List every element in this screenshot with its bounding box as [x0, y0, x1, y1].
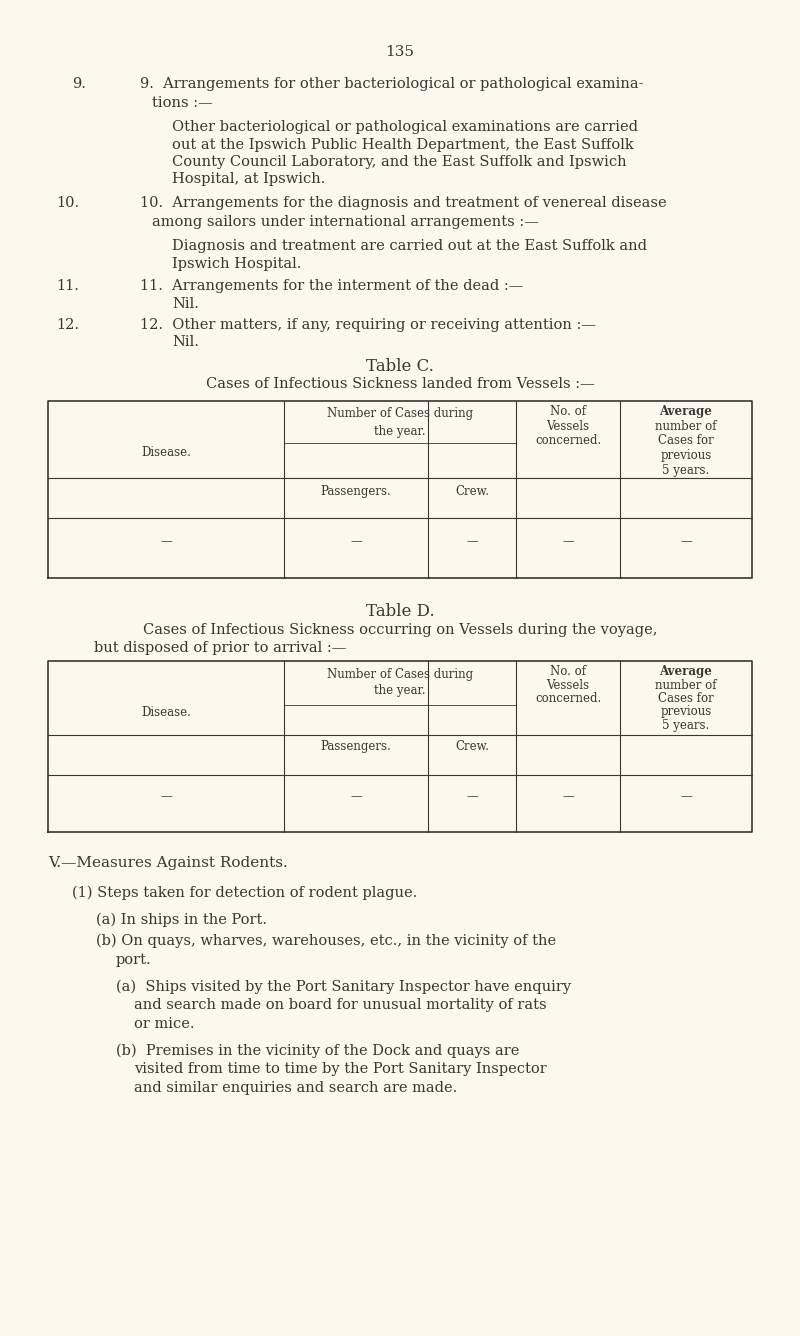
Text: No. of: No. of: [550, 665, 586, 679]
Text: or mice.: or mice.: [134, 1017, 195, 1030]
Text: (a)  Ships visited by the Port Sanitary Inspector have enquiry: (a) Ships visited by the Port Sanitary I…: [116, 979, 571, 994]
Text: —: —: [350, 536, 362, 548]
Text: Crew.: Crew.: [455, 485, 489, 498]
Text: Number of Cases during: Number of Cases during: [327, 668, 473, 681]
Text: concerned.: concerned.: [535, 434, 601, 448]
Text: Nil.: Nil.: [172, 335, 199, 349]
Text: 10.  Arrangements for the diagnosis and treatment of venereal disease: 10. Arrangements for the diagnosis and t…: [140, 196, 666, 210]
Text: concerned.: concerned.: [535, 692, 601, 705]
Text: Disease.: Disease.: [141, 446, 191, 460]
Text: —: —: [562, 536, 574, 548]
Text: the year.: the year.: [374, 425, 426, 438]
Text: out at the Ipswich Public Health Department, the East Suffolk: out at the Ipswich Public Health Departm…: [172, 138, 634, 151]
Text: Crew.: Crew.: [455, 740, 489, 754]
Text: Vessels: Vessels: [546, 420, 590, 433]
Text: Table C.: Table C.: [366, 358, 434, 375]
Text: 5 years.: 5 years.: [662, 464, 710, 477]
Text: previous: previous: [660, 449, 712, 462]
Text: Cases of Infectious Sickness occurring on Vessels during the voyage,: Cases of Infectious Sickness occurring o…: [142, 623, 658, 636]
Text: 10.: 10.: [56, 196, 79, 210]
Text: Cases for: Cases for: [658, 692, 714, 705]
Text: Nil.: Nil.: [172, 297, 199, 310]
Text: —: —: [680, 791, 692, 803]
Text: Cases of Infectious Sickness landed from Vessels :—: Cases of Infectious Sickness landed from…: [206, 377, 594, 390]
Text: port.: port.: [116, 953, 152, 966]
Text: Average: Average: [659, 665, 713, 679]
Text: —: —: [160, 791, 172, 803]
Text: —: —: [350, 791, 362, 803]
Text: number of: number of: [655, 420, 717, 433]
Text: but disposed of prior to arrival :—: but disposed of prior to arrival :—: [94, 641, 346, 655]
Text: —: —: [466, 791, 478, 803]
Text: and search made on board for unusual mortality of rats: and search made on board for unusual mor…: [134, 998, 547, 1011]
Text: 11.: 11.: [56, 279, 79, 293]
Text: Passengers.: Passengers.: [321, 740, 391, 754]
Text: 9.: 9.: [72, 77, 86, 91]
Text: number of: number of: [655, 679, 717, 692]
Text: —: —: [680, 536, 692, 548]
Text: 9.  Arrangements for other bacteriological or pathological examina-: 9. Arrangements for other bacteriologica…: [140, 77, 643, 91]
Text: (1) Steps taken for detection of rodent plague.: (1) Steps taken for detection of rodent …: [72, 886, 418, 900]
Text: 5 years.: 5 years.: [662, 719, 710, 732]
Text: Other bacteriological or pathological examinations are carried: Other bacteriological or pathological ex…: [172, 120, 638, 134]
Text: V.—Measures Against Rodents.: V.—Measures Against Rodents.: [48, 856, 288, 870]
Text: previous: previous: [660, 705, 712, 719]
Text: 12.  Other matters, if any, requiring or receiving attention :—: 12. Other matters, if any, requiring or …: [140, 318, 596, 331]
Text: —: —: [160, 536, 172, 548]
Text: Passengers.: Passengers.: [321, 485, 391, 498]
Text: —: —: [562, 791, 574, 803]
Text: (a) In ships in the Port.: (a) In ships in the Port.: [96, 912, 267, 927]
Text: Number of Cases during: Number of Cases during: [327, 407, 473, 421]
Text: Table D.: Table D.: [366, 603, 434, 620]
Text: 11.  Arrangements for the interment of the dead :—: 11. Arrangements for the interment of th…: [140, 279, 523, 293]
Text: —: —: [466, 536, 478, 548]
Text: and similar enquiries and search are made.: and similar enquiries and search are mad…: [134, 1081, 458, 1094]
Text: Disease.: Disease.: [141, 707, 191, 719]
Text: 135: 135: [386, 45, 414, 59]
Text: tions :—: tions :—: [152, 96, 213, 110]
Text: Average: Average: [659, 405, 713, 418]
Text: among sailors under international arrangements :—: among sailors under international arrang…: [152, 215, 539, 228]
Text: County Council Laboratory, and the East Suffolk and Ipswich: County Council Laboratory, and the East …: [172, 155, 626, 168]
Text: the year.: the year.: [374, 684, 426, 697]
Text: (b)  Premises in the vicinity of the Dock and quays are: (b) Premises in the vicinity of the Dock…: [116, 1043, 519, 1058]
Text: Hospital, at Ipswich.: Hospital, at Ipswich.: [172, 172, 326, 186]
Text: Diagnosis and treatment are carried out at the East Suffolk and: Diagnosis and treatment are carried out …: [172, 239, 647, 253]
Text: No. of: No. of: [550, 405, 586, 418]
Text: (b) On quays, wharves, warehouses, etc., in the vicinity of the: (b) On quays, wharves, warehouses, etc.,…: [96, 934, 556, 949]
Text: Vessels: Vessels: [546, 679, 590, 692]
Text: Cases for: Cases for: [658, 434, 714, 448]
Text: 12.: 12.: [56, 318, 79, 331]
Text: Ipswich Hospital.: Ipswich Hospital.: [172, 257, 302, 270]
Text: visited from time to time by the Port Sanitary Inspector: visited from time to time by the Port Sa…: [134, 1062, 547, 1075]
